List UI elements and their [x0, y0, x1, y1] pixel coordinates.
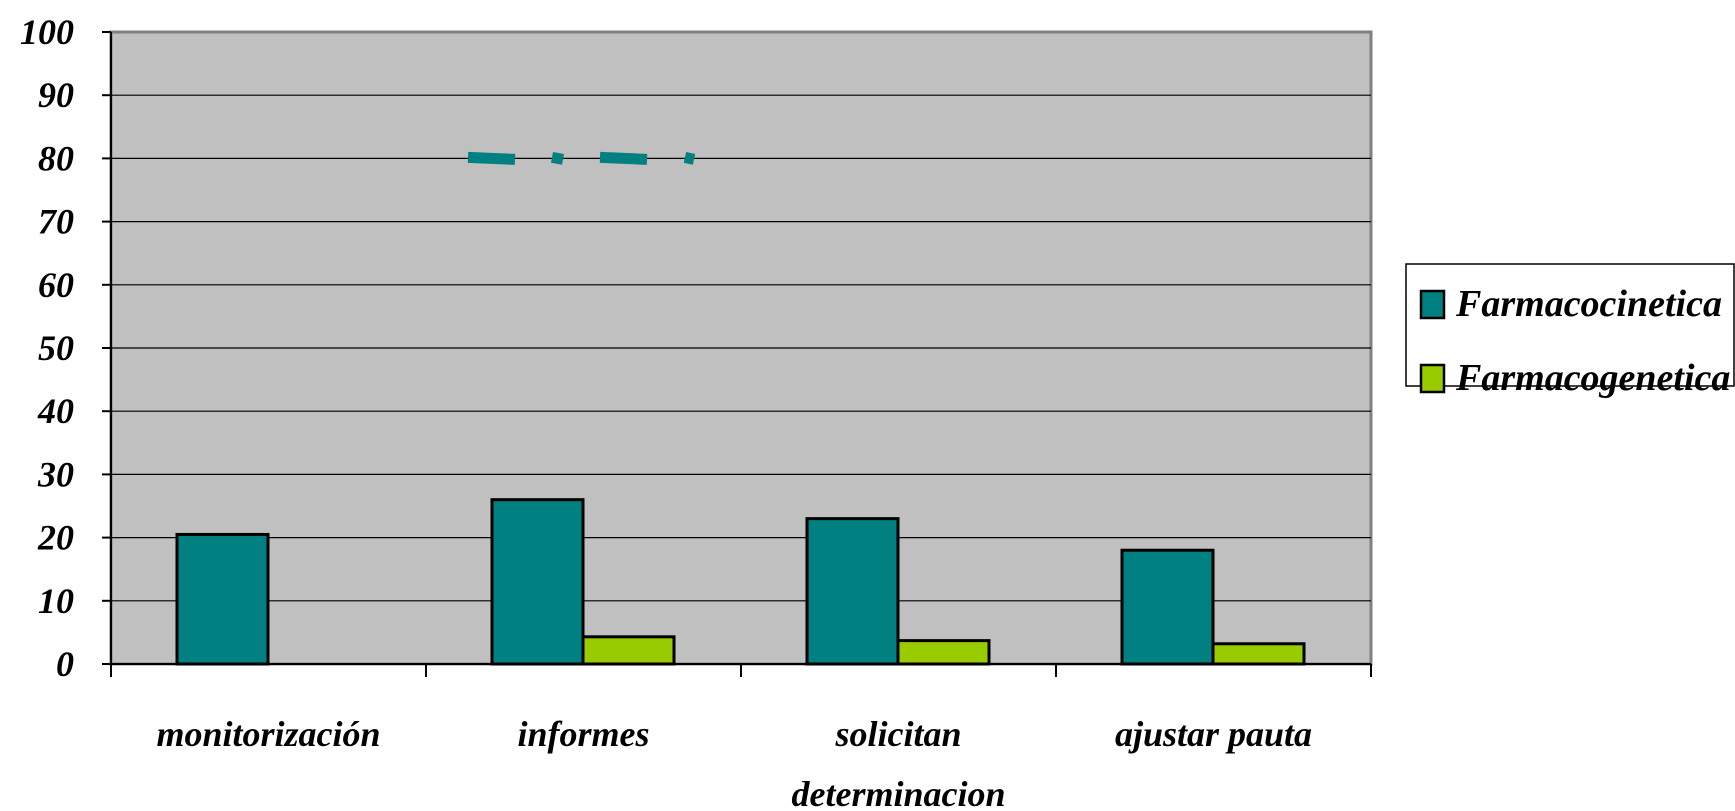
annotation-dash — [551, 151, 564, 165]
bar-farmacocinetica-1 — [490, 498, 585, 666]
x-category-label: monitorización — [156, 714, 380, 754]
annotation-dash — [683, 152, 696, 165]
y-tick-label: 60 — [38, 265, 74, 305]
dashed-annotation — [467, 151, 696, 165]
y-tick-label: 100 — [20, 12, 74, 52]
y-tick-label: 30 — [37, 454, 74, 494]
x-category-label: informes — [517, 714, 649, 754]
bar-farmacocinetica-2 — [805, 517, 900, 666]
legend-label-farmacocinetica: Farmacocinetica — [1455, 283, 1722, 325]
legend-swatch-farmacogenetica — [1419, 363, 1446, 394]
legend-label-farmacogenetica: Farmacogenetica — [1455, 357, 1730, 399]
bar-farmacocinetica-0 — [175, 532, 270, 666]
y-tick-label: 10 — [38, 581, 74, 621]
category-labels: monitorización informes solicitan determina… — [156, 714, 1312, 811]
bar-farmacocinetica-3 — [1120, 548, 1215, 666]
bar-farmacogenetica-1 — [581, 635, 676, 666]
y-tick-label: 40 — [37, 391, 74, 431]
y-tick-label: 50 — [38, 328, 74, 368]
x-axis-ticks — [110, 664, 1372, 677]
bar-farmacogenetica-3 — [1211, 642, 1306, 666]
y-tick-label: 20 — [37, 518, 74, 558]
y-axis-ticks: 0 10 20 30 40 50 60 70 80 90 100 — [20, 12, 111, 684]
annotation-dash — [599, 151, 648, 165]
legend-swatch-farmacocinetica — [1419, 289, 1446, 320]
legend-box — [1405, 263, 1735, 387]
bars — [175, 498, 1306, 666]
x-category-label: solicitan — [834, 714, 961, 754]
legend: Farmacocinetica Farmacogenetica — [1405, 263, 1735, 399]
y-tick-label: 80 — [38, 138, 74, 178]
x-category-label: determinacion — [792, 774, 1006, 811]
y-tick-label: 70 — [38, 202, 74, 242]
y-tick-label: 90 — [38, 75, 74, 115]
annotation-dash — [467, 151, 516, 165]
bar-farmacogenetica-2 — [896, 639, 991, 666]
y-tick-label: 0 — [56, 644, 74, 684]
x-category-label: ajustar pauta — [1115, 714, 1312, 754]
